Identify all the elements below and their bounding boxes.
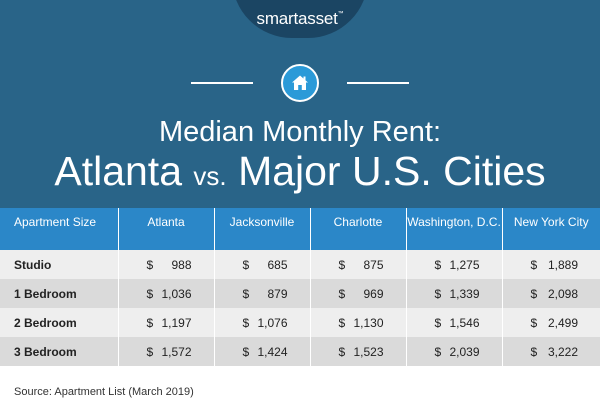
- currency-symbol: $: [242, 286, 250, 301]
- currency-symbol: $: [530, 257, 538, 272]
- currency-symbol: $: [338, 257, 346, 272]
- table-cell: $1,197: [117, 308, 214, 337]
- table-header-row: Apartment Size Atlanta Jacksonville Char…: [0, 208, 600, 250]
- currency-symbol: $: [434, 257, 442, 272]
- rent-value: 1,424: [257, 344, 288, 359]
- table-cell: $875: [309, 250, 406, 279]
- table-cell: $1,036: [117, 279, 214, 308]
- table-row: 2 Bedroom $1,197 $1,076 $1,130 $1,546 $2,499: [0, 308, 600, 337]
- rent-value: 1,546: [449, 315, 480, 330]
- table-cell: $685: [213, 250, 310, 279]
- currency-symbol: $: [338, 344, 346, 359]
- rent-value: 1,076: [257, 315, 288, 330]
- rent-value: 969: [363, 286, 384, 301]
- column-header-atlanta: Atlanta: [117, 208, 214, 250]
- divider-right: [347, 82, 409, 84]
- rent-value: 1,339: [449, 286, 480, 301]
- column-header-apartment-size: Apartment Size: [0, 208, 118, 250]
- column-header-washington: Washington, D.C.: [405, 208, 502, 250]
- rent-value: 988: [171, 257, 192, 272]
- table-cell: $1,523: [309, 337, 406, 366]
- currency-symbol: $: [530, 344, 538, 359]
- table-cell: $969: [309, 279, 406, 308]
- header-banner: smartasset™ Median Monthly Rent: Atlanta…: [0, 0, 600, 208]
- title-line-1: Median Monthly Rent:: [158, 116, 442, 148]
- divider-left: [191, 82, 253, 84]
- rent-value: 1,572: [161, 344, 192, 359]
- table-row: 3 Bedroom $1,572 $1,424 $1,523 $2,039 $3,222: [0, 337, 600, 366]
- home-icon: [281, 64, 319, 102]
- source-note: Source: Apartment List (March 2019): [14, 386, 194, 398]
- rent-value: 685: [267, 257, 288, 272]
- table-cell: $1,889: [501, 250, 600, 279]
- currency-symbol: $: [530, 315, 538, 330]
- currency-symbol: $: [146, 344, 154, 359]
- row-label: Studio: [0, 250, 118, 279]
- currency-symbol: $: [338, 286, 346, 301]
- rent-value: 1,036: [161, 286, 192, 301]
- currency-symbol: $: [146, 286, 154, 301]
- currency-symbol: $: [434, 315, 442, 330]
- table-cell: $2,098: [501, 279, 600, 308]
- column-header-jacksonville: Jacksonville: [213, 208, 310, 250]
- table-cell: $1,130: [309, 308, 406, 337]
- table-cell: $2,499: [501, 308, 600, 337]
- rent-value: 1,130: [353, 315, 384, 330]
- currency-symbol: $: [242, 257, 250, 272]
- rent-value: 3,222: [547, 344, 578, 359]
- table-row: Studio $988 $685 $875 $1,275 $1,889: [0, 250, 600, 279]
- currency-symbol: $: [530, 286, 538, 301]
- rent-value: 1,197: [161, 315, 192, 330]
- table-cell: $879: [213, 279, 310, 308]
- rent-value: 1,275: [449, 257, 480, 272]
- smartasset-logo: smartasset™: [256, 9, 344, 28]
- logo-tab: smartasset™: [232, 0, 368, 38]
- currency-symbol: $: [146, 315, 154, 330]
- rent-value: 1,889: [547, 257, 578, 272]
- rent-value: 1,523: [353, 344, 384, 359]
- table-cell: $1,424: [213, 337, 310, 366]
- currency-symbol: $: [434, 286, 442, 301]
- rent-table: Apartment Size Atlanta Jacksonville Char…: [0, 208, 600, 366]
- row-label: 3 Bedroom: [0, 337, 118, 366]
- rent-value: 879: [267, 286, 288, 301]
- rent-value: 2,499: [547, 315, 578, 330]
- table-cell: $2,039: [405, 337, 502, 366]
- column-header-charlotte: Charlotte: [309, 208, 406, 250]
- currency-symbol: $: [338, 315, 346, 330]
- table-cell: $1,275: [405, 250, 502, 279]
- rent-value: 2,039: [449, 344, 480, 359]
- column-header-new-york: New York City: [501, 208, 600, 250]
- row-label: 2 Bedroom: [0, 308, 118, 337]
- row-label: 1 Bedroom: [0, 279, 118, 308]
- table-row: 1 Bedroom $1,036 $879 $969 $1,339 $2,098: [0, 279, 600, 308]
- table-cell: $3,222: [501, 337, 600, 366]
- table-cell: $1,572: [117, 337, 214, 366]
- table-cell: $1,076: [213, 308, 310, 337]
- table-cell: $988: [117, 250, 214, 279]
- rent-value: 2,098: [547, 286, 578, 301]
- currency-symbol: $: [242, 315, 250, 330]
- table-cell: $1,546: [405, 308, 502, 337]
- currency-symbol: $: [146, 257, 154, 272]
- currency-symbol: $: [242, 344, 250, 359]
- rent-value: 875: [363, 257, 384, 272]
- table-cell: $1,339: [405, 279, 502, 308]
- title-line-2: Atlanta vs. Major U.S. Cities: [54, 148, 546, 194]
- currency-symbol: $: [434, 344, 442, 359]
